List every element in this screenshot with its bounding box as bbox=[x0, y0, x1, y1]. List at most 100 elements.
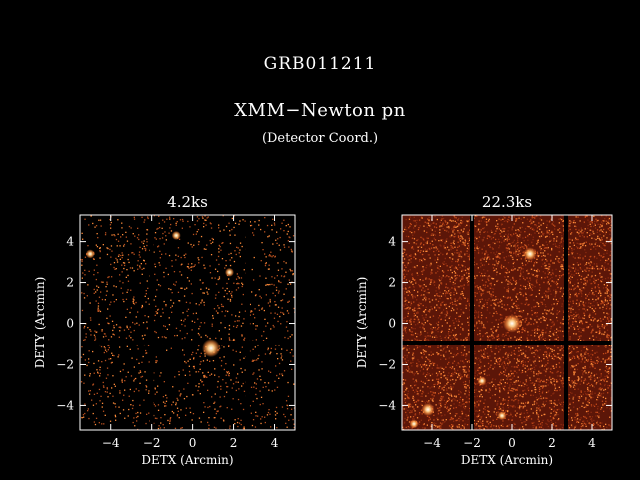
photon bbox=[462, 360, 464, 362]
photon bbox=[463, 349, 466, 351]
photon bbox=[453, 303, 456, 305]
photon bbox=[535, 280, 538, 282]
photon bbox=[159, 427, 162, 429]
photon bbox=[198, 241, 200, 243]
photon bbox=[522, 365, 524, 367]
photon bbox=[188, 280, 190, 282]
photon bbox=[524, 371, 527, 373]
photon bbox=[578, 304, 581, 306]
photon bbox=[468, 277, 470, 279]
photon bbox=[450, 265, 452, 268]
photon bbox=[463, 228, 465, 230]
photon bbox=[508, 216, 510, 218]
photon bbox=[201, 381, 204, 383]
photon bbox=[572, 252, 574, 254]
photon bbox=[599, 317, 602, 320]
photon bbox=[118, 406, 120, 408]
photon bbox=[157, 227, 159, 230]
photon bbox=[133, 390, 135, 393]
photon bbox=[106, 247, 108, 249]
photon bbox=[464, 346, 466, 348]
photon bbox=[408, 255, 411, 257]
photon bbox=[466, 354, 468, 357]
photon bbox=[240, 325, 243, 327]
photon bbox=[167, 273, 169, 276]
photon bbox=[508, 387, 510, 389]
photon bbox=[417, 364, 419, 366]
photon bbox=[131, 407, 134, 410]
photon bbox=[221, 360, 223, 362]
photon bbox=[606, 306, 608, 308]
photon bbox=[503, 216, 505, 218]
photon bbox=[404, 358, 406, 360]
photon bbox=[289, 336, 291, 338]
photon bbox=[588, 258, 590, 261]
photon bbox=[589, 223, 591, 225]
photon bbox=[561, 295, 563, 297]
photon bbox=[487, 244, 490, 246]
photon bbox=[423, 290, 425, 292]
photon bbox=[238, 223, 240, 225]
y-tick-label: −4 bbox=[56, 398, 74, 412]
photon bbox=[498, 241, 501, 243]
photon bbox=[222, 305, 224, 308]
photon bbox=[225, 225, 228, 228]
photon bbox=[460, 376, 462, 378]
photon bbox=[446, 246, 449, 248]
photon bbox=[555, 245, 557, 247]
photon bbox=[154, 388, 156, 390]
photon bbox=[123, 267, 125, 270]
photon bbox=[478, 314, 480, 316]
photon bbox=[540, 219, 543, 221]
photon bbox=[128, 261, 130, 264]
photon bbox=[105, 286, 107, 288]
photon bbox=[514, 414, 517, 416]
photon bbox=[258, 289, 260, 291]
photon bbox=[96, 233, 98, 235]
photon bbox=[141, 268, 143, 270]
photon bbox=[226, 282, 228, 285]
photon bbox=[176, 221, 178, 223]
photon bbox=[554, 399, 556, 402]
photon bbox=[483, 356, 485, 358]
photon bbox=[261, 361, 263, 363]
photon bbox=[597, 424, 599, 426]
photon bbox=[478, 236, 481, 238]
photon bbox=[449, 408, 451, 410]
photon bbox=[438, 275, 441, 278]
photon bbox=[438, 382, 440, 384]
photon bbox=[508, 255, 510, 257]
photon bbox=[165, 267, 167, 269]
photon bbox=[267, 322, 269, 324]
photon bbox=[590, 221, 592, 223]
photon bbox=[604, 262, 606, 264]
photon bbox=[102, 381, 104, 384]
photon bbox=[589, 390, 591, 392]
photon bbox=[405, 389, 407, 391]
photon bbox=[411, 327, 413, 329]
photon bbox=[129, 311, 131, 314]
photon bbox=[514, 396, 516, 398]
photon bbox=[485, 250, 487, 252]
photon bbox=[229, 300, 232, 302]
photon bbox=[181, 287, 183, 289]
photon bbox=[258, 304, 260, 307]
photon bbox=[480, 275, 482, 277]
photon bbox=[529, 349, 531, 351]
photon bbox=[549, 319, 552, 321]
photon bbox=[521, 360, 523, 363]
photon bbox=[461, 216, 463, 218]
photon bbox=[111, 250, 113, 252]
photon bbox=[501, 326, 503, 328]
photon bbox=[432, 232, 434, 235]
photon bbox=[219, 406, 221, 408]
photon bbox=[421, 217, 423, 219]
photon bbox=[467, 255, 469, 258]
photon bbox=[93, 258, 95, 260]
photon bbox=[595, 238, 597, 241]
photon bbox=[466, 247, 469, 249]
photon bbox=[560, 265, 562, 268]
photon bbox=[599, 331, 601, 333]
photon bbox=[492, 248, 494, 250]
photon bbox=[93, 372, 95, 374]
